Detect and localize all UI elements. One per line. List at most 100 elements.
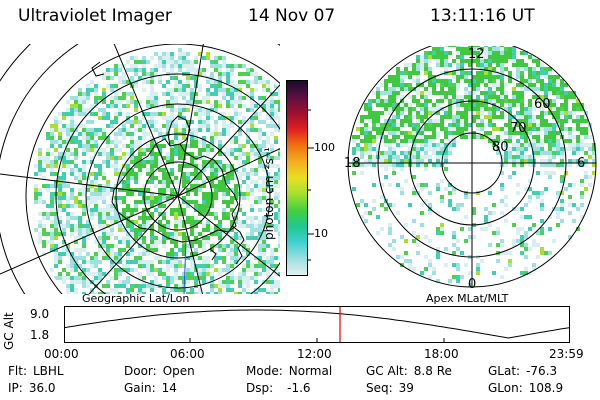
polar-emission-pixel	[484, 91, 488, 95]
polar-emission-pixel	[452, 135, 456, 139]
emission-pixel	[218, 104, 222, 108]
polar-emission-pixel	[448, 71, 452, 75]
emission-pixel	[38, 164, 42, 168]
emission-pixel	[182, 272, 186, 276]
polar-emission-pixel	[500, 103, 504, 107]
emission-pixel	[138, 148, 142, 152]
polar-emission-pixel	[368, 99, 372, 103]
polar-emission-pixel	[536, 135, 540, 139]
emission-pixel	[46, 136, 50, 140]
polar-emission-pixel	[488, 71, 492, 75]
emission-pixel	[234, 184, 238, 188]
polar-emission-pixel	[580, 119, 584, 123]
emission-pixel	[182, 64, 186, 68]
emission-pixel	[146, 264, 150, 268]
emission-pixel	[194, 60, 198, 64]
emission-pixel	[86, 108, 90, 112]
emission-pixel	[106, 144, 110, 148]
polar-emission-pixel	[488, 111, 492, 115]
emission-pixel	[82, 212, 86, 216]
emission-pixel	[58, 260, 62, 264]
polar-emission-pixel	[412, 127, 416, 131]
emission-pixel	[166, 176, 170, 180]
orbit-ytick-1-8: 1.8	[30, 328, 50, 342]
polar-emission-pixel	[536, 243, 540, 247]
polar-emission-pixel	[432, 79, 436, 83]
polar-emission-pixel	[464, 195, 468, 199]
polar-emission-pixel	[368, 143, 372, 147]
polar-emission-pixel	[456, 99, 460, 103]
emission-pixel	[86, 132, 90, 136]
emission-pixel	[154, 152, 158, 156]
emission-pixel	[278, 164, 280, 168]
orbit-altitude-plot	[64, 306, 570, 343]
emission-pixel	[86, 208, 90, 212]
polar-emission-pixel	[584, 131, 588, 135]
emission-pixel	[126, 172, 130, 176]
polar-emission-pixel	[440, 119, 444, 123]
emission-pixel	[214, 168, 218, 172]
polar-emission-pixel	[368, 151, 372, 155]
emission-pixel	[226, 280, 230, 284]
emission-pixel	[58, 180, 62, 184]
polar-emission-pixel	[380, 103, 384, 107]
emission-pixel	[246, 172, 250, 176]
emission-pixel	[82, 148, 86, 152]
emission-pixel	[178, 56, 182, 60]
emission-pixel	[78, 224, 82, 228]
polar-emission-pixel	[368, 131, 372, 135]
emission-pixel	[238, 124, 242, 128]
polar-emission-pixel	[504, 131, 508, 135]
emission-pixel	[106, 112, 110, 116]
emission-pixel	[270, 144, 274, 148]
polar-emission-pixel	[432, 47, 436, 51]
emission-pixel	[98, 208, 102, 212]
polar-emission-pixel	[420, 211, 424, 215]
emission-pixel	[170, 196, 174, 200]
polar-emission-pixel	[436, 79, 440, 83]
polar-emission-pixel	[560, 91, 564, 95]
polar-emission-pixel	[560, 79, 564, 83]
polar-emission-pixel	[372, 147, 376, 151]
emission-pixel	[254, 112, 258, 116]
emission-pixel	[190, 120, 194, 124]
polar-emission-pixel	[576, 163, 580, 167]
polar-emission-pixel	[500, 83, 504, 87]
emission-pixel	[230, 196, 234, 200]
polar-emission-pixel	[524, 267, 528, 271]
polar-emission-pixel	[572, 219, 576, 223]
polar-emission-pixel	[484, 115, 488, 119]
emission-pixel	[194, 160, 198, 164]
polar-emission-pixel	[524, 271, 528, 275]
emission-pixel	[238, 204, 242, 208]
emission-pixel	[46, 232, 50, 236]
emission-pixel	[278, 216, 280, 220]
polar-emission-pixel	[572, 143, 576, 147]
emission-pixel	[214, 212, 218, 216]
emission-pixel	[122, 156, 126, 160]
info-ip: IP: 36.0	[8, 381, 56, 395]
polar-emission-pixel	[428, 147, 432, 151]
emission-pixel	[138, 168, 142, 172]
emission-pixel	[226, 244, 230, 248]
emission-pixel	[122, 200, 126, 204]
polar-emission-pixel	[496, 115, 500, 119]
polar-emission-pixel	[524, 143, 528, 147]
polar-emission-pixel	[384, 135, 388, 139]
emission-pixel	[198, 172, 202, 176]
polar-emission-pixel	[392, 119, 396, 123]
polar-emission-pixel	[548, 131, 552, 135]
emission-pixel	[218, 116, 222, 120]
emission-pixel	[106, 156, 110, 160]
emission-pixel	[230, 172, 234, 176]
polar-emission-pixel	[380, 195, 384, 199]
emission-pixel	[94, 96, 98, 100]
polar-emission-pixel	[380, 127, 384, 131]
emission-pixel	[254, 196, 258, 200]
emission-pixel	[74, 216, 78, 220]
polar-emission-pixel	[552, 143, 556, 147]
emission-pixel	[110, 252, 114, 256]
polar-emission-pixel	[560, 175, 564, 179]
emission-pixel	[238, 120, 242, 124]
polar-emission-pixel	[412, 187, 416, 191]
